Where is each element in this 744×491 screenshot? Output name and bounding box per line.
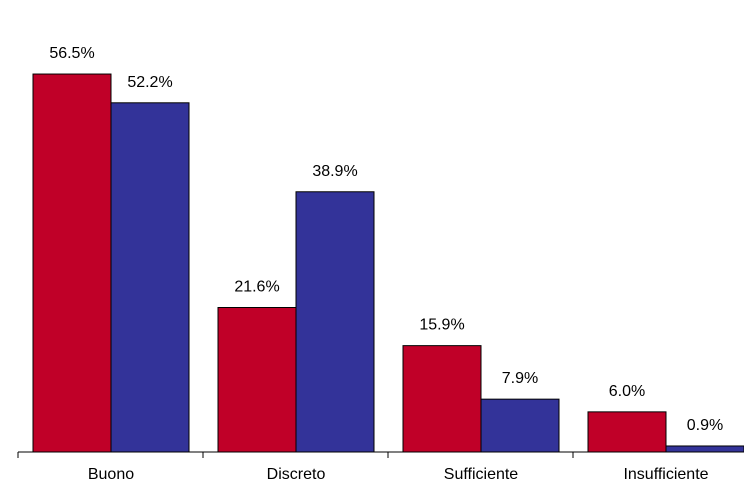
bar-insufficiente-series-2	[665, 445, 744, 453]
bar-buono-series-2	[110, 102, 190, 453]
data-label: 56.5%	[49, 45, 94, 62]
bar-sufficiente-series-1	[402, 345, 482, 453]
category-label: Sufficiente	[444, 466, 519, 483]
data-label: 21.6%	[234, 279, 279, 296]
category-labels-layer: Buono Discreto Sufficiente Insufficiente	[88, 466, 709, 483]
bar-sufficiente-series-2	[480, 398, 560, 453]
bar-buono-series-1	[32, 73, 112, 453]
x-axis-ticks	[17, 452, 574, 458]
bar-discreto-series-1	[217, 307, 297, 453]
category-label: Insufficiente	[623, 466, 708, 483]
data-label: 0.9%	[687, 417, 723, 434]
bar-discreto-series-2	[295, 191, 375, 453]
bar-insufficiente-series-1	[587, 411, 667, 453]
data-label: 7.9%	[502, 370, 538, 387]
bars-layer	[32, 73, 744, 453]
category-label: Discreto	[267, 466, 326, 483]
data-label: 52.2%	[127, 74, 172, 91]
data-label: 38.9%	[312, 163, 357, 180]
category-label: Buono	[88, 466, 134, 483]
data-label: 6.0%	[609, 383, 645, 400]
data-label: 15.9%	[419, 317, 464, 334]
value-labels-layer: 56.5% 52.2% 21.6% 38.9% 15.9% 7.9% 6.0% 0.9%	[49, 45, 723, 434]
